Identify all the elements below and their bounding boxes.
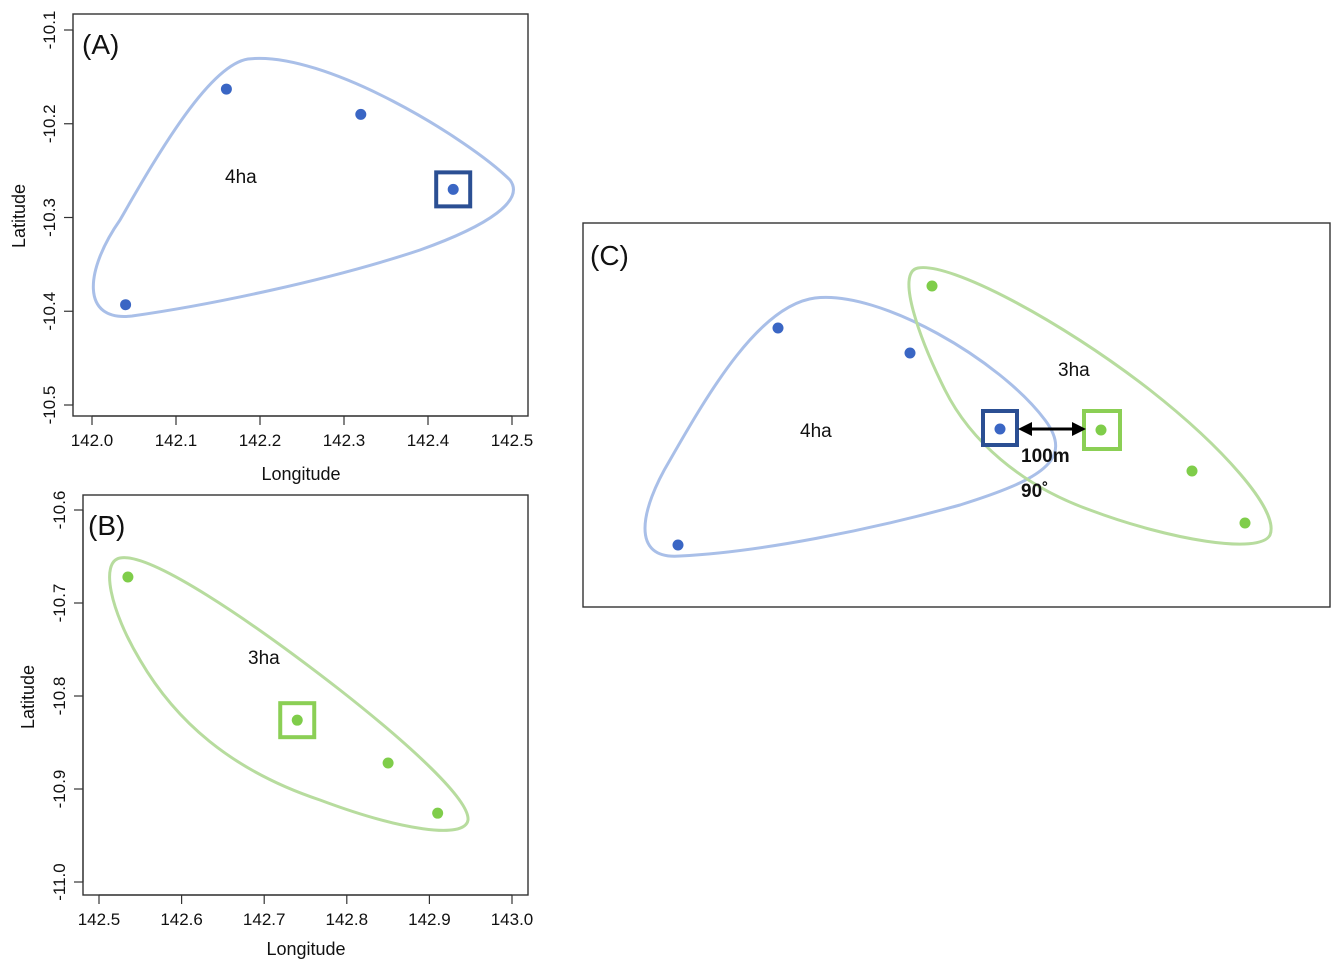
y-tick-label: -10.5 <box>40 386 59 425</box>
x-axis-title: Longitude <box>266 939 345 959</box>
x-tick-label: 142.0 <box>71 431 114 450</box>
x-tick-label: 142.5 <box>78 910 121 929</box>
plot-frame <box>82 494 529 896</box>
distance-arrow <box>1018 422 1086 436</box>
x-tick-label: 142.4 <box>407 431 450 450</box>
y-tick-label: -10.2 <box>40 104 59 143</box>
panel-label: (C) <box>590 240 629 271</box>
panel-a: 142.0 142.1 142.2 142.3 142.4 142.5 -10.1-10.… <box>9 11 533 484</box>
distance-label: 100m <box>1021 446 1070 467</box>
x-tick-label: 142.3 <box>323 431 366 450</box>
blue-highlight-box <box>981 409 1019 447</box>
plot-frame <box>72 13 529 417</box>
data-point-1 <box>220 83 232 95</box>
area-label-green: 3ha <box>1058 360 1090 381</box>
data-points <box>120 83 473 311</box>
y-tick-label: -11.0 <box>50 863 69 901</box>
blue-point <box>672 539 684 551</box>
home-range-hull-green <box>907 266 1273 546</box>
data-point-3 <box>447 183 459 195</box>
highlight-box <box>278 701 317 740</box>
y-axis: -10.6 -10.7 -10.8 -10.9 -11.0 <box>50 491 84 901</box>
x-axis: 142.5 142.6 142.7 142.8 142.9 143.0 <box>78 894 534 929</box>
x-tick-label: 142.8 <box>326 910 369 929</box>
green-point <box>1239 517 1251 529</box>
y-tick-label: -10.8 <box>50 677 69 716</box>
data-point-2 <box>291 714 303 726</box>
y-tick-label: -10.3 <box>40 198 59 237</box>
blue-point <box>904 347 916 359</box>
y-axis-title: Latitude <box>9 184 29 248</box>
y-tick-label: -10.4 <box>40 292 59 331</box>
panel-b: 142.5 142.6 142.7 142.8 142.9 143.0 -10.6-10.… <box>18 491 533 959</box>
data-point-2 <box>355 108 367 120</box>
x-tick-label: 143.0 <box>491 910 534 929</box>
x-tick-label: 142.5 <box>491 431 534 450</box>
y-tick-label: -10.1 <box>40 11 59 50</box>
panel-label: (A) <box>82 29 119 60</box>
x-axis: 142.0 142.1 142.2 142.3 142.4 142.5 <box>71 415 534 450</box>
data-point-3 <box>382 757 394 769</box>
area-label: 3ha <box>248 648 280 669</box>
data-point-4 <box>432 807 444 819</box>
x-tick-label: 142.9 <box>408 910 451 929</box>
x-tick-label: 142.2 <box>239 431 282 450</box>
angle-label: 90˚ <box>1021 481 1048 502</box>
plot-frame <box>582 222 1331 608</box>
y-tick-label: -10.6 <box>50 491 69 530</box>
home-range-hull <box>91 56 515 318</box>
green-point <box>1186 465 1198 477</box>
data-point-4 <box>120 299 132 311</box>
green-point <box>1095 424 1107 436</box>
y-axis-title: Latitude <box>18 665 38 729</box>
area-label: 4ha <box>225 167 257 188</box>
data-point-1 <box>122 571 134 583</box>
y-tick-label: -10.9 <box>50 770 69 809</box>
panel-c: (C) 4ha 3ha 100m 90˚ <box>582 222 1331 608</box>
y-tick-label: -10.7 <box>50 584 69 623</box>
panel-label: (B) <box>88 510 125 541</box>
x-tick-label: 142.7 <box>243 910 286 929</box>
home-range-hull <box>108 556 470 832</box>
x-tick-label: 142.6 <box>160 910 203 929</box>
y-axis: -10.1 -10.2 -10.3 -10.4 -10.5 <box>40 11 74 425</box>
highlight-box <box>434 170 473 209</box>
home-range-hull-blue <box>643 295 1058 558</box>
area-label-blue: 4ha <box>800 421 832 442</box>
x-axis-title: Longitude <box>261 464 340 484</box>
data-points <box>122 571 444 819</box>
blue-point <box>994 423 1006 435</box>
blue-point <box>772 322 784 334</box>
x-tick-label: 142.1 <box>155 431 198 450</box>
green-point <box>926 280 938 292</box>
